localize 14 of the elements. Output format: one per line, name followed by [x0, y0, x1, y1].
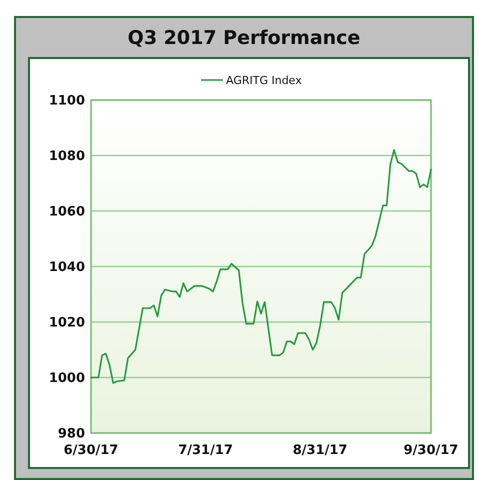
chart-title: Q3 2017 Performance — [128, 27, 360, 49]
y-tick-label: 1000 — [48, 371, 85, 386]
y-tick-label: 980 — [58, 426, 85, 442]
x-tick-label: 6/30/17 — [64, 443, 118, 458]
line-series — [90, 149, 432, 384]
x-tick-label: 7/31/17 — [178, 443, 233, 458]
y-tick-label: 1040 — [48, 260, 85, 276]
y-tick-label: 1080 — [48, 149, 85, 164]
x-tick-label: 9/30/17 — [404, 443, 458, 458]
y-tick-label: 1060 — [48, 204, 85, 220]
x-tick-label: 8/31/17 — [292, 443, 348, 458]
y-tick-label: 1020 — [48, 316, 85, 331]
legend-label: AGRITG Index — [226, 74, 302, 87]
y-tick-label: 1100 — [48, 94, 85, 109]
